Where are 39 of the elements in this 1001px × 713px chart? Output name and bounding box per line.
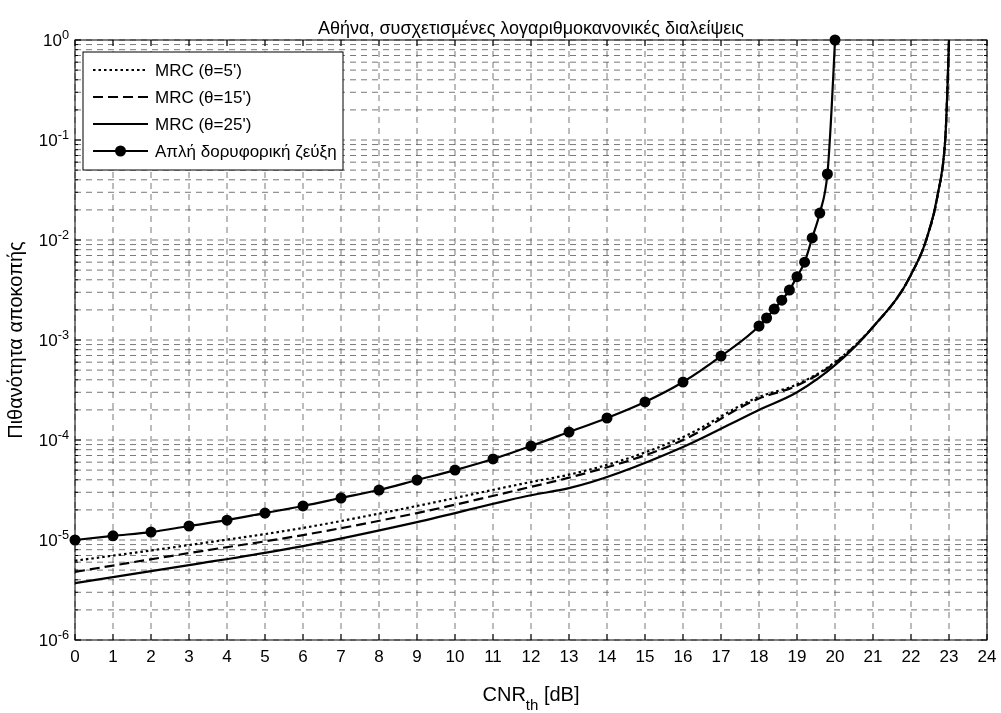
x-tick-label: 22 [901,647,921,666]
y-tick-label: 10$^{0}$ [42,26,69,50]
x-tick-label: 11 [484,647,502,666]
x-tick-label: 3 [184,647,194,666]
x-tick-label: 16 [673,647,693,666]
x-tick-label: 1 [108,647,118,666]
x-tick-label: 14 [597,647,617,666]
x-tick-label: 8 [374,647,384,666]
x-tick-label: 15 [635,647,655,666]
x-tick-label: 6 [298,647,308,666]
x-tick-label: 4 [222,647,232,666]
y-tick-label: 10$^{-4}$ [38,426,69,450]
x-tick-label: 13 [559,647,579,666]
legend-label: Απλή δορυφορική ζεύξη [155,142,337,161]
legend-label: MRC (θ=5') [155,61,242,80]
x-tick-label: 23 [939,647,959,666]
legend-label: MRC (θ=25') [155,115,252,134]
x-tick-label: 24 [977,647,997,666]
y-tick-label: 10$^{-5}$ [38,526,69,550]
y-tick-label: 10$^{-1}$ [38,126,69,150]
x-tick-label: 0 [70,647,80,666]
x-axis-title: CNR$_{th}$ [dB] [482,683,580,713]
x-tick-label: 10 [445,647,465,666]
x-tick-label: 18 [749,647,769,666]
x-tick-label: 19 [787,647,807,666]
chart-title: Αθήνα, συσχετισμένες λογαριθμοκανονικές διαλείψεις [318,18,745,38]
x-tick-label: 17 [711,647,731,666]
y-tick-label: 10$^{-6}$ [38,626,69,650]
y-tick-label: 10$^{-2}$ [38,226,69,250]
x-tick-label: 2 [146,647,156,666]
y-axis-title: Πιθανότητα αποκοπής [4,240,26,439]
x-tick-label: 12 [521,647,541,666]
x-tick-label: 21 [863,647,883,666]
x-tick-label: 20 [825,647,845,666]
y-tick-label: 10$^{-3}$ [38,326,69,350]
x-tick-label: 5 [260,647,270,666]
x-tick-label: 7 [336,647,346,666]
x-tick-label: 9 [412,647,422,666]
legend-label: MRC (θ=15') [155,88,252,107]
